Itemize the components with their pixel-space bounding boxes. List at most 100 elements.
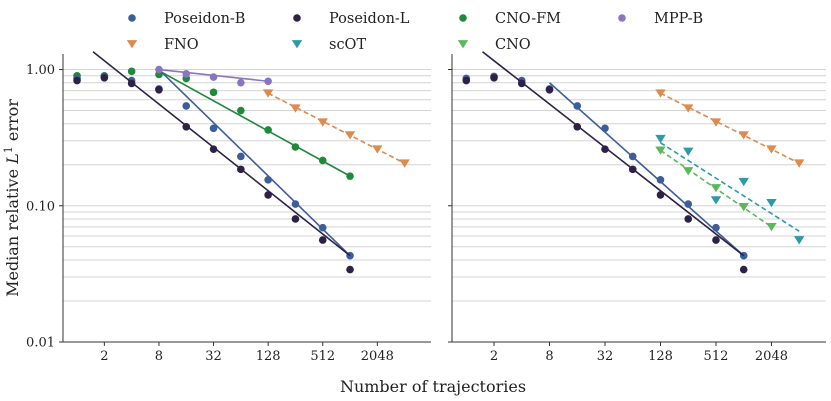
data-point-poseidon-l: [712, 236, 720, 244]
data-point-poseidon-l: [209, 145, 218, 154]
legend-marker: [293, 14, 301, 22]
data-point-scot: [766, 198, 777, 208]
series-fno: [655, 89, 805, 168]
data-point-poseidon-b: [656, 176, 665, 184]
data-point-poseidon-l: [237, 165, 245, 174]
data-point-poseidon-b: [237, 152, 245, 161]
legend-item-fno: FNO: [126, 37, 199, 53]
data-point-mpp-b: [237, 78, 245, 87]
legend-label: CNO: [495, 37, 531, 53]
series-scot: [655, 134, 805, 245]
left-panel: 2 8 32 128 512 2048 0.01 0.10 1.00: [26, 51, 431, 364]
data-point-poseidon-b: [712, 223, 720, 232]
right-panel: 2 8 32 128 512 2048: [448, 51, 826, 364]
data-point-scot: [794, 236, 805, 245]
data-point-poseidon-l: [264, 191, 272, 199]
data-point-poseidon-l: [346, 265, 354, 274]
data-point-fno: [399, 159, 410, 168]
data-point-fno: [344, 131, 356, 140]
data-point-cno: [683, 167, 694, 176]
legend-item-scot: scOT: [291, 37, 366, 53]
legend-marker: [457, 40, 469, 49]
data-point-cno: [766, 222, 777, 232]
data-point-fno: [738, 131, 749, 140]
data-point-poseidon-l: [73, 76, 81, 85]
fit-line-fno: [660, 92, 800, 165]
data-point-fno: [262, 89, 274, 98]
legend-item-poseidon-b: Poseidon-B: [128, 11, 245, 27]
data-point-poseidon-b: [573, 102, 582, 110]
legend-marker: [128, 14, 136, 22]
data-point-mpp-b: [182, 70, 191, 78]
fit-line-poseidon-b: [158, 68, 351, 257]
legend-item-mpp-b: MPP-B: [618, 11, 703, 27]
legend-label: CNO-FM: [495, 11, 561, 27]
data-point-poseidon-l: [100, 73, 109, 82]
data-point-cno: [710, 184, 722, 193]
data-point-mpp-b: [155, 65, 163, 74]
x-tick-label: 8: [155, 349, 163, 364]
data-point-poseidon-b: [209, 124, 218, 133]
x-tick-label: 2: [100, 349, 108, 364]
data-point-poseidon-l: [684, 215, 693, 223]
legend-label: scOT: [329, 37, 366, 53]
data-point-cno-fm: [318, 156, 327, 165]
fit-line-scot: [660, 142, 800, 232]
grid: [63, 69, 431, 343]
legend-label: MPP-B: [654, 11, 703, 27]
data-point-poseidon-b: [318, 223, 327, 232]
data-point-poseidon-l: [182, 122, 191, 131]
legend-label: FNO: [164, 37, 199, 53]
data-point-poseidon-b: [182, 102, 191, 110]
data-point-fno: [372, 145, 383, 154]
data-point-cno: [655, 146, 666, 155]
x-tick-label: 512: [704, 349, 729, 364]
data-point-scot: [738, 177, 749, 187]
data-point-scot: [683, 147, 694, 156]
data-point-cno-fm: [127, 67, 136, 76]
data-point-poseidon-l: [656, 191, 665, 199]
data-point-poseidon-l: [573, 122, 582, 131]
x-tick-label: 2048: [361, 349, 394, 364]
series-cno: [655, 146, 777, 232]
legend-marker: [618, 14, 626, 22]
data-point-poseidon-b: [264, 176, 272, 184]
x-axis-label: Number of trajectories: [340, 377, 526, 396]
legend-item-cno: CNO: [457, 37, 531, 53]
data-point-poseidon-b: [628, 152, 637, 161]
legend-item-cno-fm: CNO-FM: [459, 11, 561, 27]
data-point-mpp-b: [209, 73, 218, 81]
y-tick-label: 0.01: [26, 336, 55, 351]
data-point-poseidon-b: [601, 124, 609, 133]
fit-line-poseidon-l: [482, 51, 745, 257]
data-point-poseidon-l: [545, 85, 554, 94]
data-point-fno: [683, 104, 694, 113]
fit-line-poseidon-b: [548, 82, 745, 257]
fit-line-fno: [267, 92, 406, 165]
legend-marker: [459, 14, 467, 22]
y-tick-label: 0.10: [26, 199, 55, 214]
legend: Poseidon-B Poseidon-L CNO-FM MPP-B FNO scOT CN…: [126, 11, 703, 53]
x-tick-label: 128: [256, 349, 281, 364]
data-point-poseidon-l: [517, 79, 526, 88]
y-tick-label: 1.00: [26, 63, 55, 78]
legend-marker: [126, 40, 138, 49]
data-point-scot: [710, 196, 722, 205]
y-axis-label: Median relative L1 error: [2, 99, 23, 297]
data-point-fno: [710, 118, 722, 127]
data-point-poseidon-l: [291, 215, 300, 223]
fit-line-poseidon-l: [92, 51, 351, 257]
data-point-poseidon-l: [601, 145, 609, 154]
x-tick-label: 2048: [755, 349, 788, 364]
data-point-fno: [317, 118, 328, 127]
data-point-cno-fm: [346, 172, 354, 180]
legend-label: Poseidon-B: [164, 11, 245, 27]
data-point-poseidon-l: [127, 79, 136, 88]
data-point-fno: [290, 104, 301, 113]
fit-line-cno-fm: [158, 70, 351, 177]
data-point-poseidon-b: [291, 200, 300, 208]
series-poseidon-b: [462, 72, 748, 260]
data-point-fno: [655, 89, 666, 98]
x-tick-label: 128: [648, 349, 673, 364]
